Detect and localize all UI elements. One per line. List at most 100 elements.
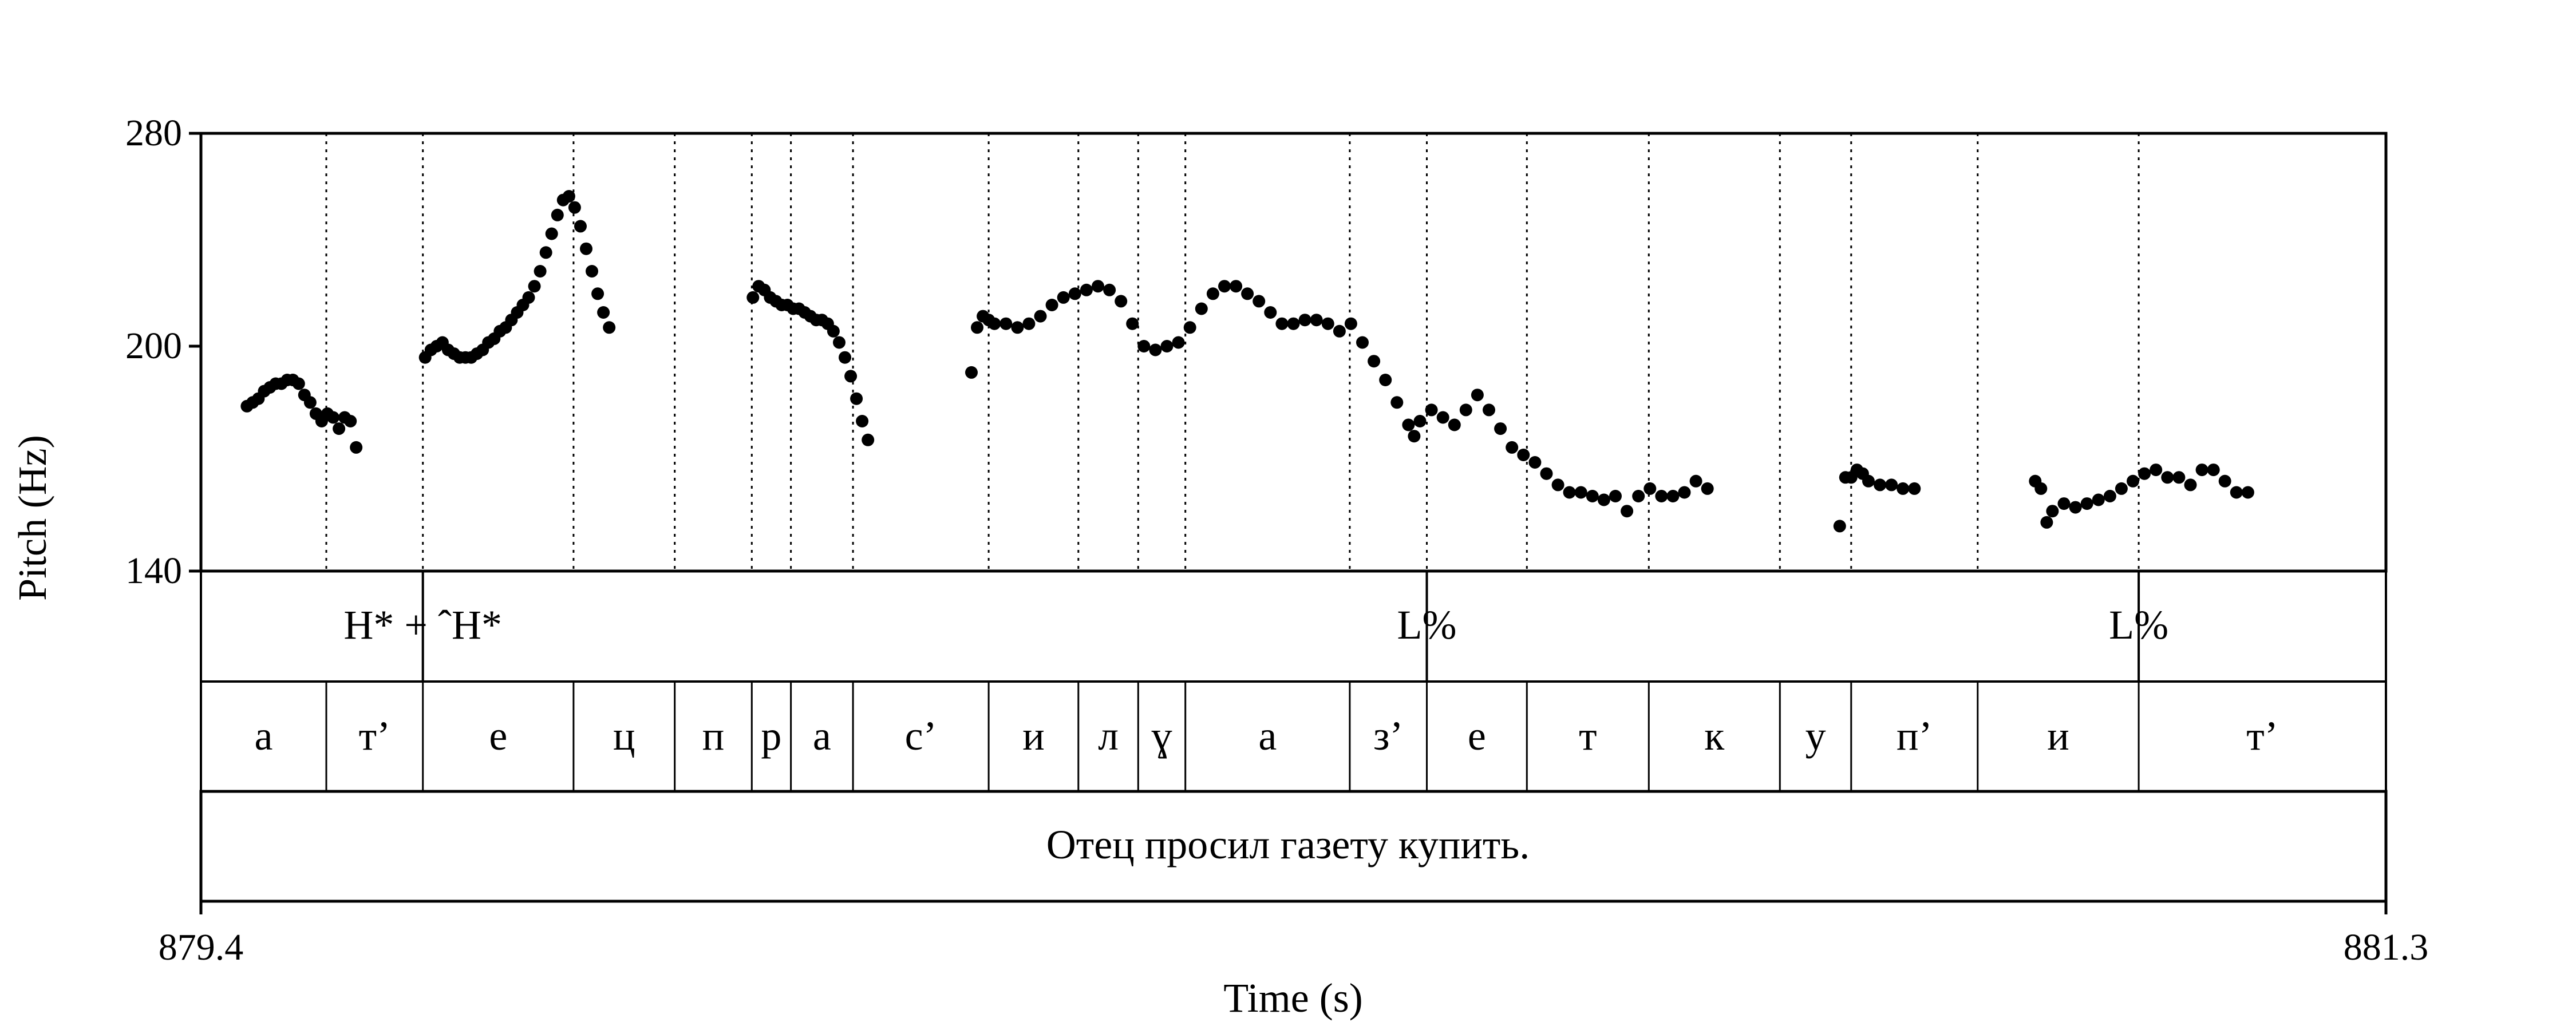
pitch-point	[1344, 317, 1357, 330]
pitch-point	[1275, 317, 1289, 330]
pitch-point	[1517, 449, 1530, 461]
pitch-point	[2241, 486, 2254, 499]
pitch-point	[1540, 467, 1553, 480]
pitch-point	[1833, 520, 1846, 533]
pitch-point	[1632, 490, 1645, 502]
pitch-point	[839, 351, 851, 364]
tone-label: L%	[2109, 602, 2168, 648]
pitch-point	[1609, 490, 1622, 502]
pitch-point	[844, 370, 858, 383]
pitch-point	[2057, 497, 2071, 510]
pitch-point	[292, 377, 305, 390]
tone-label: H* + ˆH*	[343, 602, 502, 648]
x-axis-label: Time (s)	[1223, 975, 1362, 1021]
pitch-point	[1390, 396, 1404, 409]
pitch-point	[545, 227, 558, 240]
pitch-point	[580, 242, 592, 255]
x-tick-label-end: 881.3	[2344, 926, 2429, 968]
pitch-point	[988, 317, 1001, 330]
tone-tier: H* + ˆH* L% L%	[343, 571, 2168, 682]
segment-label: с’	[905, 713, 937, 759]
pitch-point	[999, 317, 1013, 330]
pitch-point	[1149, 343, 1162, 356]
pitch-point	[2034, 482, 2048, 495]
pitch-point	[1597, 493, 1610, 506]
pitch-point	[1137, 340, 1151, 352]
pitch-point	[1436, 411, 1449, 424]
pitch-point	[1310, 314, 1323, 327]
pitch-point	[1908, 482, 1921, 495]
pitch-point	[2127, 474, 2139, 488]
pitch-point	[1287, 317, 1300, 330]
pitch-point	[1678, 486, 1691, 499]
pitch-point	[597, 306, 610, 319]
pitch-point	[2218, 474, 2231, 488]
segment-label: ц	[613, 713, 635, 759]
pitch-point	[746, 291, 760, 304]
pitch-point	[327, 411, 339, 424]
pitch-point	[568, 201, 581, 214]
pitch-point	[1057, 291, 1070, 304]
segment-label: а	[1258, 713, 1277, 759]
pitch-point	[1689, 474, 1702, 488]
pitch-points	[240, 190, 2254, 533]
y-axis-label: Pitch (Hz)	[11, 435, 55, 601]
pitch-point	[2069, 501, 2082, 514]
segment-label: е	[1468, 713, 1486, 759]
pitch-point	[1408, 430, 1421, 443]
pitch-point	[833, 336, 846, 349]
pitch-point	[1298, 314, 1311, 327]
pitch-point	[344, 415, 357, 427]
pitch-point	[1897, 482, 1910, 495]
pitch-point	[603, 321, 616, 334]
segment-label: у	[1805, 713, 1826, 759]
pitch-point	[1241, 287, 1254, 300]
pitch-point	[2230, 486, 2243, 499]
y-tick-label-280: 280	[125, 112, 182, 154]
segment-label: а	[255, 713, 273, 759]
pitch-point	[333, 422, 346, 435]
pitch-point	[1874, 478, 1887, 492]
pitch-point	[2138, 467, 2151, 480]
pitch-point	[350, 441, 363, 454]
y-tick-label-200: 200	[125, 325, 182, 367]
segment-label: п’	[1897, 713, 1933, 759]
pitch-point	[1068, 287, 1081, 300]
pitch-point	[1264, 306, 1277, 319]
pitch-point	[574, 220, 587, 233]
pitch-point	[1494, 422, 1507, 435]
segment-label: з’	[1373, 713, 1403, 759]
pitch-point	[971, 321, 983, 334]
pitch-point	[1092, 280, 1104, 293]
pitch-point	[591, 287, 605, 300]
pitch-point	[862, 433, 875, 446]
pitch-point	[1528, 456, 1542, 469]
pitch-point	[1103, 283, 1116, 296]
pitch-point	[1080, 283, 1093, 296]
tone-label: L%	[1397, 602, 1457, 648]
pitch-point	[850, 392, 863, 405]
pitch-point	[1034, 310, 1047, 323]
segment-label: т’	[359, 713, 390, 759]
segment-label: а	[813, 713, 831, 759]
pitch-point	[1183, 321, 1196, 334]
pitch-point	[1885, 478, 1898, 492]
pitch-point	[562, 190, 575, 203]
segment-label: и	[2047, 713, 2069, 759]
pitch-point	[1471, 389, 1484, 402]
pitch-point	[1586, 490, 1599, 502]
pitch-point	[2195, 464, 2208, 477]
pitch-point	[1862, 474, 1875, 488]
pitch-point	[2040, 516, 2053, 529]
segment-label: п	[702, 713, 725, 759]
pitch-point	[1655, 490, 1668, 502]
pitch-point	[1253, 295, 1266, 308]
pitch-point	[1701, 482, 1714, 495]
segment-label: т’	[2246, 713, 2278, 759]
segment-label: т	[1579, 713, 1597, 759]
pitch-point	[1483, 403, 1495, 417]
segment-label: е	[489, 713, 507, 759]
pitch-point	[528, 280, 541, 293]
pitch-point	[1022, 317, 1036, 330]
